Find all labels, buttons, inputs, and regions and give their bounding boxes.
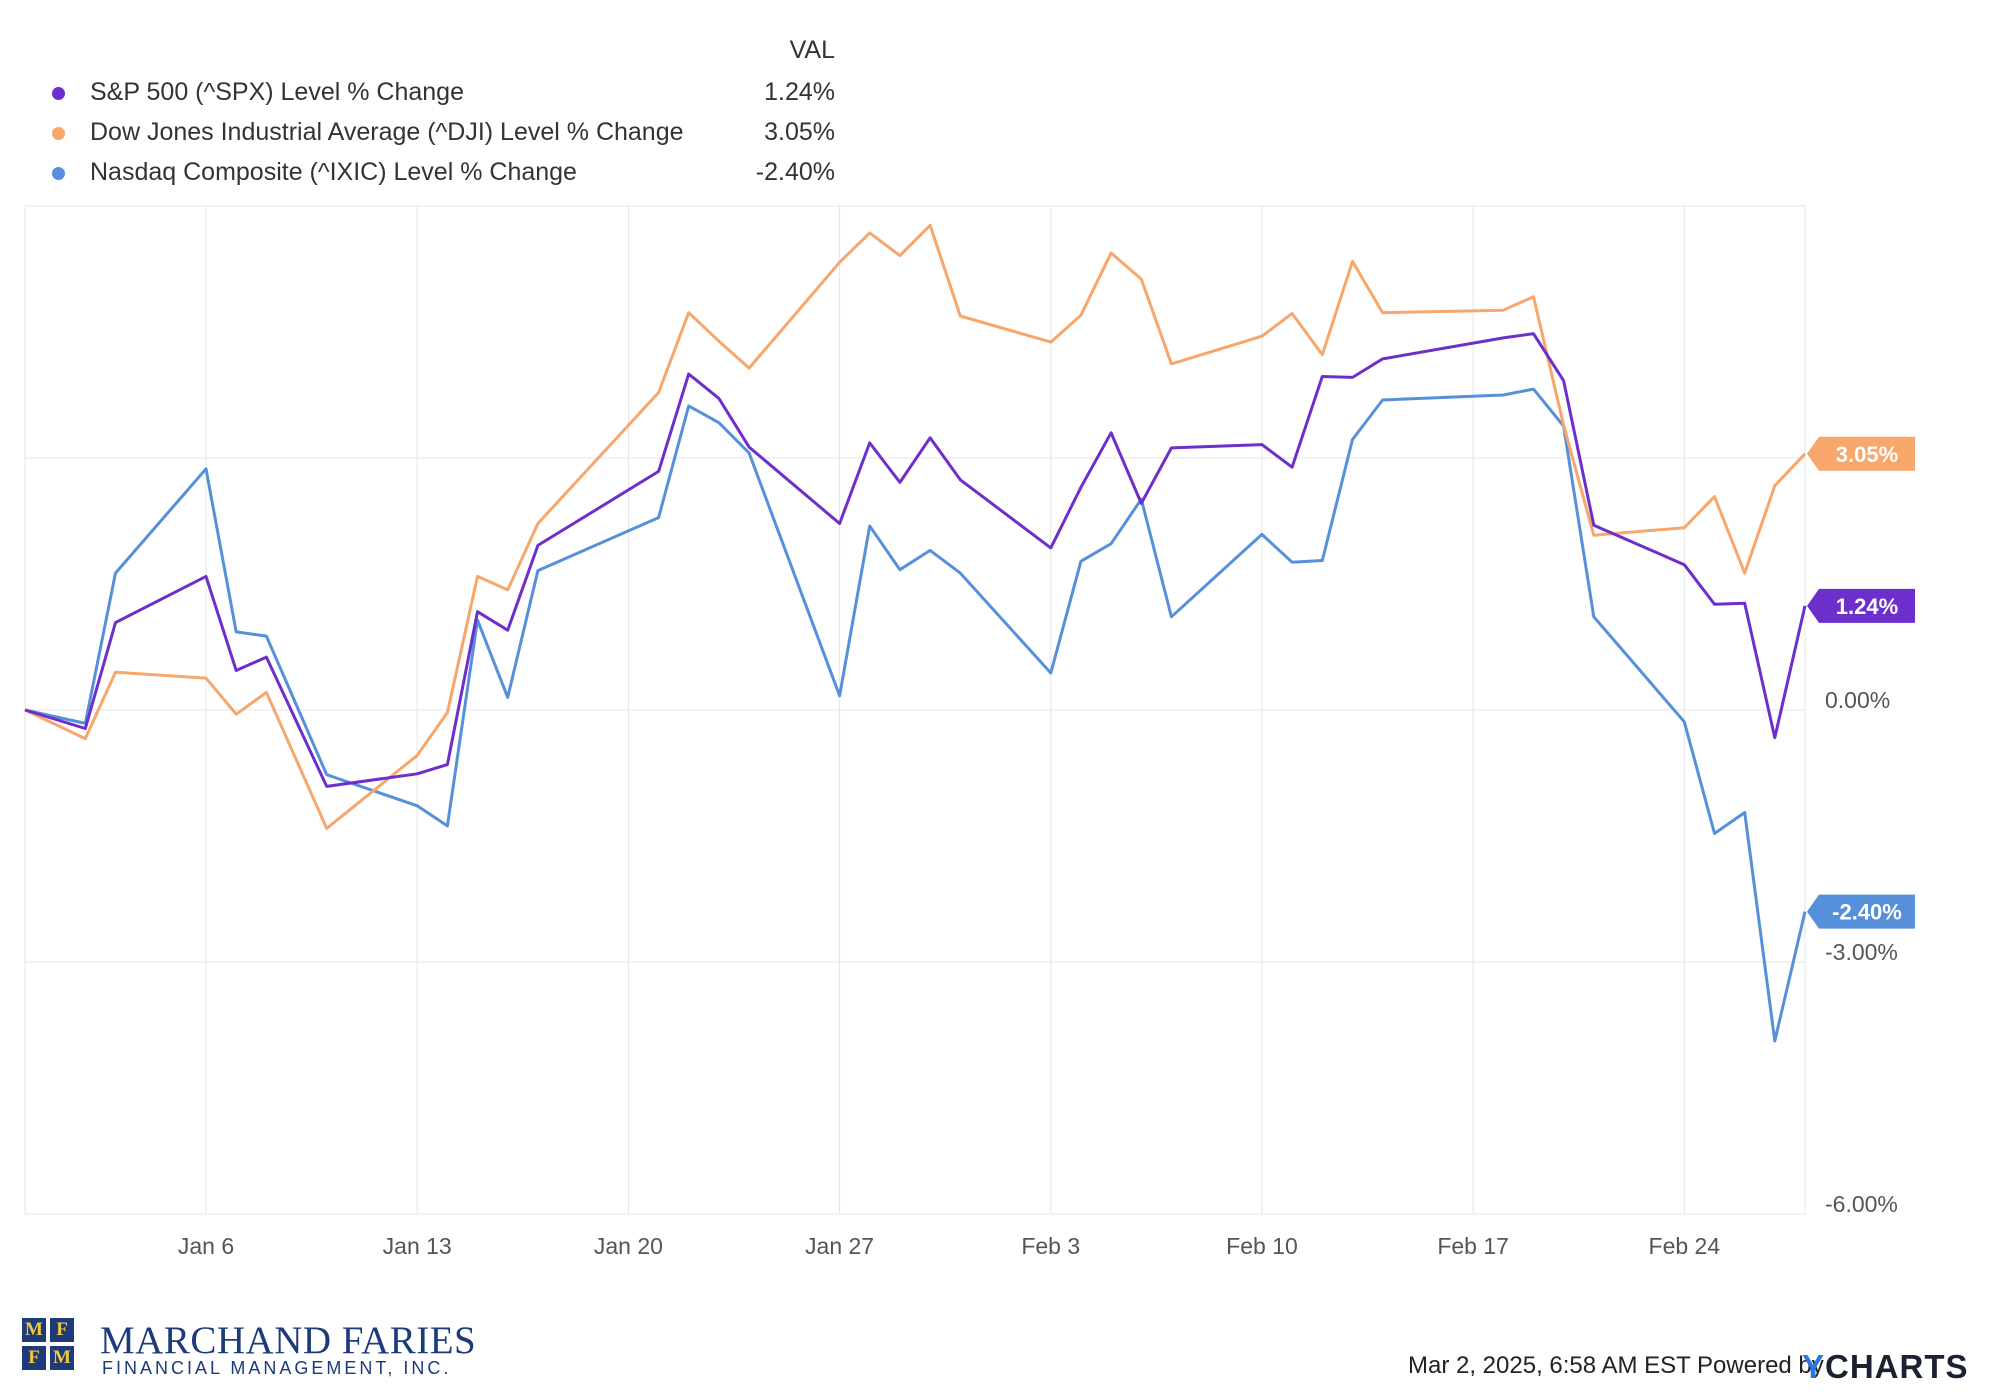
y-axis-labels: 0.00% -3.00% -6.00% xyxy=(1825,687,1898,1217)
ycharts-y-mark: Y xyxy=(1802,1348,1826,1385)
x-tick-label: Feb 17 xyxy=(1437,1233,1509,1259)
chart-grid xyxy=(24,205,1806,1215)
legend-value-ixic: -2.40% xyxy=(755,158,835,186)
chart-series xyxy=(24,223,1807,1043)
legend-label-dji: Dow Jones Industrial Average (^DJI) Leve… xyxy=(90,118,684,146)
series-end-labels: 1.24% 3.05% -2.40% xyxy=(1807,436,1915,929)
brand-subtitle: FINANCIAL MANAGEMENT, INC. xyxy=(102,1358,452,1378)
logo-letter-m: M xyxy=(22,1318,46,1342)
x-tick-label: Jan 27 xyxy=(805,1233,874,1259)
logo-letter-f2: F xyxy=(22,1346,46,1370)
y-tick-label: -6.00% xyxy=(1825,1191,1898,1217)
legend-dot-spx xyxy=(52,87,65,100)
x-tick-label: Jan 13 xyxy=(383,1233,452,1259)
x-tick-label: Jan 20 xyxy=(594,1233,663,1259)
end-label-badge-2 xyxy=(1807,894,1915,929)
x-tick-label: Feb 10 xyxy=(1226,1233,1298,1259)
series-line-1 xyxy=(24,223,1807,830)
end-label-badge-0 xyxy=(1807,588,1915,623)
end-label-text-0: 1.24% xyxy=(1836,594,1898,619)
legend-label-ixic: Nasdaq Composite (^IXIC) Level % Change xyxy=(90,158,577,186)
brand-name: MARCHAND FARIES xyxy=(100,1319,477,1362)
ycharts-logo[interactable]: YCHARTS xyxy=(1802,1348,1969,1386)
legend-value-spx: 1.24% xyxy=(764,78,835,106)
end-label-badge-1 xyxy=(1807,436,1915,471)
legend-item-ixic[interactable]: Nasdaq Composite (^IXIC) Level % Change … xyxy=(40,154,835,194)
end-label-text-2: -2.40% xyxy=(1832,900,1902,925)
logo-letter-f: F xyxy=(50,1318,74,1342)
x-tick-label: Feb 3 xyxy=(1021,1233,1080,1259)
y-tick-label: 0.00% xyxy=(1825,687,1890,713)
legend-dot-dji xyxy=(52,127,65,140)
y-tick-label: -3.00% xyxy=(1825,939,1898,965)
logo-letter-m2: M xyxy=(50,1346,74,1370)
ycharts-wordmark: CHARTS xyxy=(1825,1348,1969,1385)
legend-label-spx: S&P 500 (^SPX) Level % Change xyxy=(90,78,464,106)
footer-timestamp: Mar 2, 2025, 6:58 AM EST Powered by xyxy=(1408,1352,1824,1379)
x-tick-label: Feb 24 xyxy=(1649,1233,1721,1259)
x-tick-label: Jan 6 xyxy=(178,1233,234,1259)
legend-item-dji[interactable]: Dow Jones Industrial Average (^DJI) Leve… xyxy=(40,114,835,154)
legend-dot-ixic xyxy=(52,167,65,180)
x-axis-labels: Jan 6 Jan 13 Jan 20 Jan 27 Feb 3 Feb 10 Feb 17… xyxy=(178,1233,1720,1259)
legend-item-spx[interactable]: S&P 500 (^SPX) Level % Change 1.24% xyxy=(40,74,835,114)
end-label-text-1: 3.05% xyxy=(1836,442,1898,467)
legend-value-dji: 3.05% xyxy=(764,118,835,146)
legend-value-header: VAL xyxy=(789,36,835,64)
series-line-0 xyxy=(24,332,1807,788)
